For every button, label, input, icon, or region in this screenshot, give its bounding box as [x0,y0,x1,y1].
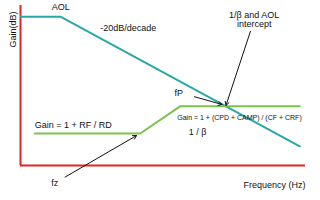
svg-text:AOL: AOL [52,2,70,12]
svg-text:Frequency (Hz): Frequency (Hz) [243,180,305,190]
svg-text:Gain = 1 + (CPD + CAMP) / (CF: Gain = 1 + (CPD + CAMP) / (CF + CRF) [177,114,301,122]
svg-text:1 / β: 1 / β [189,127,207,137]
svg-text:1/β and AOLintercept: 1/β and AOLintercept [229,10,279,29]
svg-text:fP: fP [174,88,183,98]
svg-text:fz: fz [51,178,59,188]
svg-text:Gain = 1 + RF / RD: Gain = 1 + RF / RD [35,120,113,130]
svg-text:Gain(dB): Gain(dB) [8,11,18,47]
svg-text:-20dB/decade: -20dB/decade [100,23,156,33]
